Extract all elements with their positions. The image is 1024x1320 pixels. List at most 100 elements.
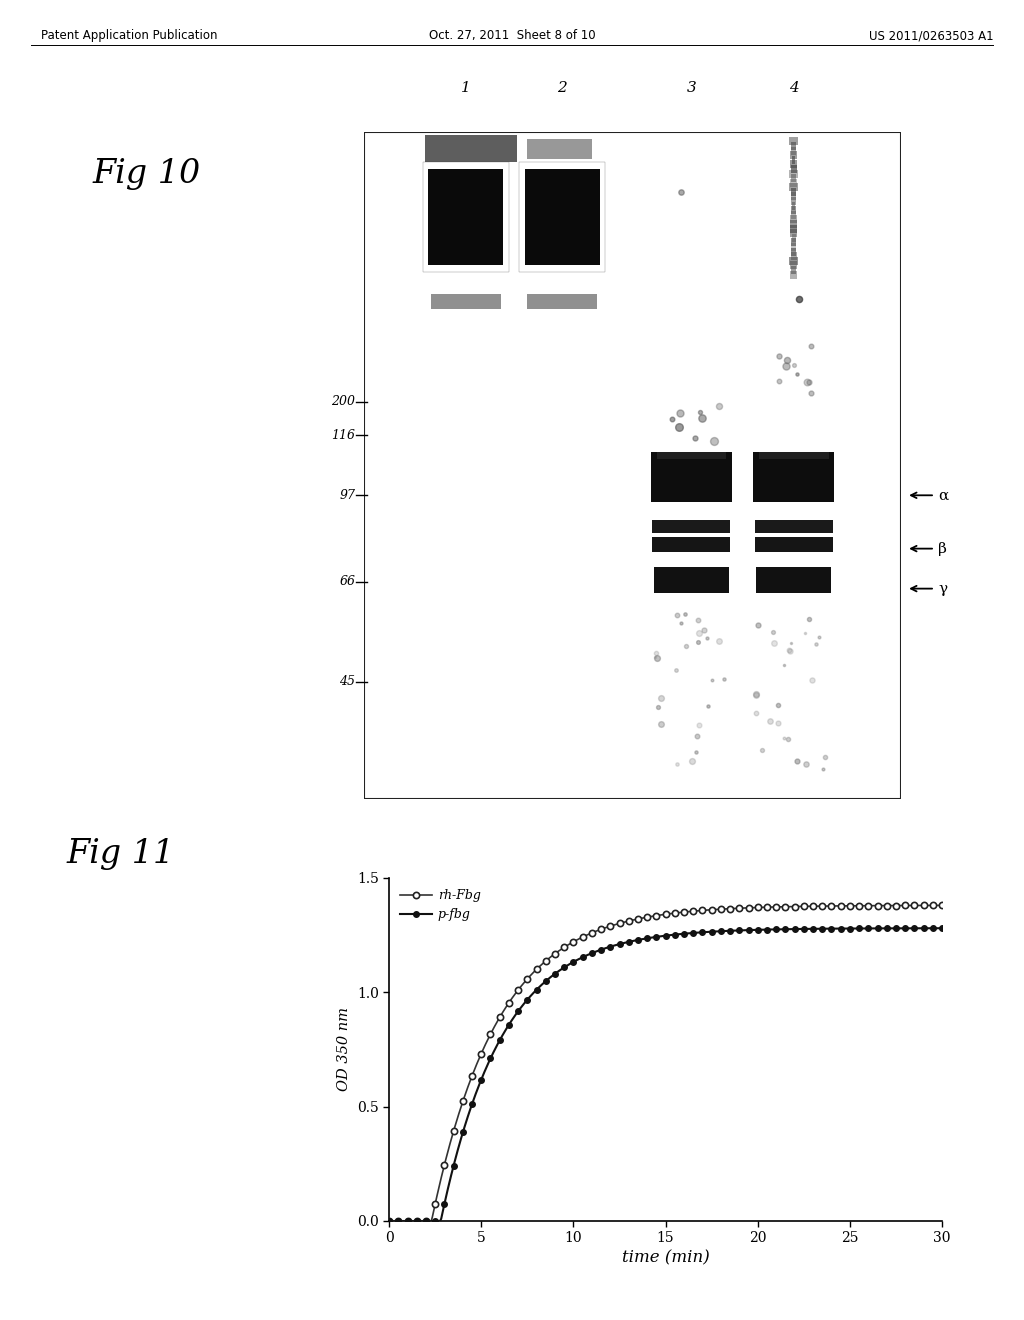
Bar [791, 197, 797, 205]
Bar [790, 261, 798, 269]
Point [788, 363, 805, 384]
Point [669, 660, 685, 681]
Bar [791, 224, 797, 232]
Bar [791, 143, 797, 150]
Point [699, 627, 716, 648]
Text: Patent Application Publication: Patent Application Publication [41, 29, 217, 42]
Point [749, 684, 765, 705]
Bar [792, 234, 796, 242]
Point [754, 739, 770, 760]
Point [804, 669, 820, 690]
Point [778, 355, 795, 376]
Point [814, 759, 830, 780]
Point [776, 655, 793, 676]
Point [647, 645, 664, 667]
Bar [790, 169, 798, 177]
Bar [428, 169, 504, 265]
Bar [652, 537, 730, 552]
Point [670, 754, 686, 775]
Text: US 2011/0263503 A1: US 2011/0263503 A1 [868, 29, 993, 42]
Bar [791, 165, 797, 173]
Bar [792, 202, 796, 210]
Y-axis label: OD 350 nm: OD 350 nm [337, 1007, 351, 1092]
Bar [792, 147, 796, 154]
Text: 2: 2 [557, 82, 567, 95]
Point [776, 727, 793, 748]
Bar [791, 178, 797, 186]
Point [783, 632, 800, 653]
Text: 66: 66 [339, 576, 355, 589]
Point [791, 288, 807, 309]
Point [688, 742, 705, 763]
Point [766, 632, 782, 653]
Point [653, 688, 670, 709]
Point [677, 603, 693, 624]
Text: β: β [938, 541, 947, 556]
Bar [790, 220, 798, 228]
Point [687, 428, 703, 449]
Point [769, 713, 785, 734]
Bar [792, 174, 796, 182]
Point [770, 694, 786, 715]
Point [649, 648, 666, 669]
Point [673, 612, 689, 634]
Point [782, 640, 799, 661]
Point [780, 639, 797, 660]
Point [803, 335, 819, 356]
Point [762, 710, 778, 731]
Bar [431, 294, 501, 309]
Bar [519, 162, 605, 272]
Bar [654, 566, 729, 593]
Point [664, 408, 680, 429]
Bar [425, 136, 517, 162]
Point [817, 747, 834, 768]
Bar [792, 248, 796, 256]
Legend: rh-Fbg, p-fbg: rh-Fbg, p-fbg [395, 884, 485, 927]
Point [690, 714, 707, 735]
Point [801, 609, 817, 630]
Point [691, 623, 708, 644]
Point [695, 619, 712, 640]
Bar [791, 243, 797, 251]
Bar [792, 267, 796, 275]
Bar [791, 150, 797, 160]
Point [690, 610, 707, 631]
Bar [756, 566, 831, 593]
Point [703, 669, 720, 690]
Bar [652, 520, 730, 533]
Point [689, 631, 706, 652]
Bar [527, 294, 597, 309]
Text: Oct. 27, 2011  Sheet 8 of 10: Oct. 27, 2011 Sheet 8 of 10 [429, 29, 595, 42]
Point [673, 181, 689, 202]
Point [649, 696, 666, 717]
Bar [423, 162, 509, 272]
Bar [792, 156, 796, 164]
Point [706, 430, 722, 451]
Text: 97: 97 [339, 488, 355, 502]
Text: 45: 45 [339, 676, 355, 689]
Point [716, 668, 732, 689]
Bar [656, 451, 726, 458]
Point [688, 725, 705, 746]
Point [699, 696, 716, 717]
Text: 3: 3 [686, 82, 696, 95]
Bar [791, 252, 797, 260]
Point [669, 605, 685, 626]
Bar [791, 160, 797, 169]
Point [711, 630, 727, 651]
Point [779, 348, 796, 370]
Point [770, 371, 786, 392]
Point [801, 372, 817, 393]
Point [694, 408, 711, 429]
Bar [788, 183, 799, 191]
Point [797, 623, 813, 644]
X-axis label: time (min): time (min) [622, 1250, 710, 1267]
Point [678, 635, 694, 656]
Bar [790, 137, 798, 145]
Point [750, 614, 766, 635]
Text: 4: 4 [788, 82, 799, 95]
Point [765, 622, 781, 643]
Text: Fig 10: Fig 10 [92, 158, 201, 190]
Point [808, 634, 824, 655]
Text: 116: 116 [332, 429, 355, 442]
